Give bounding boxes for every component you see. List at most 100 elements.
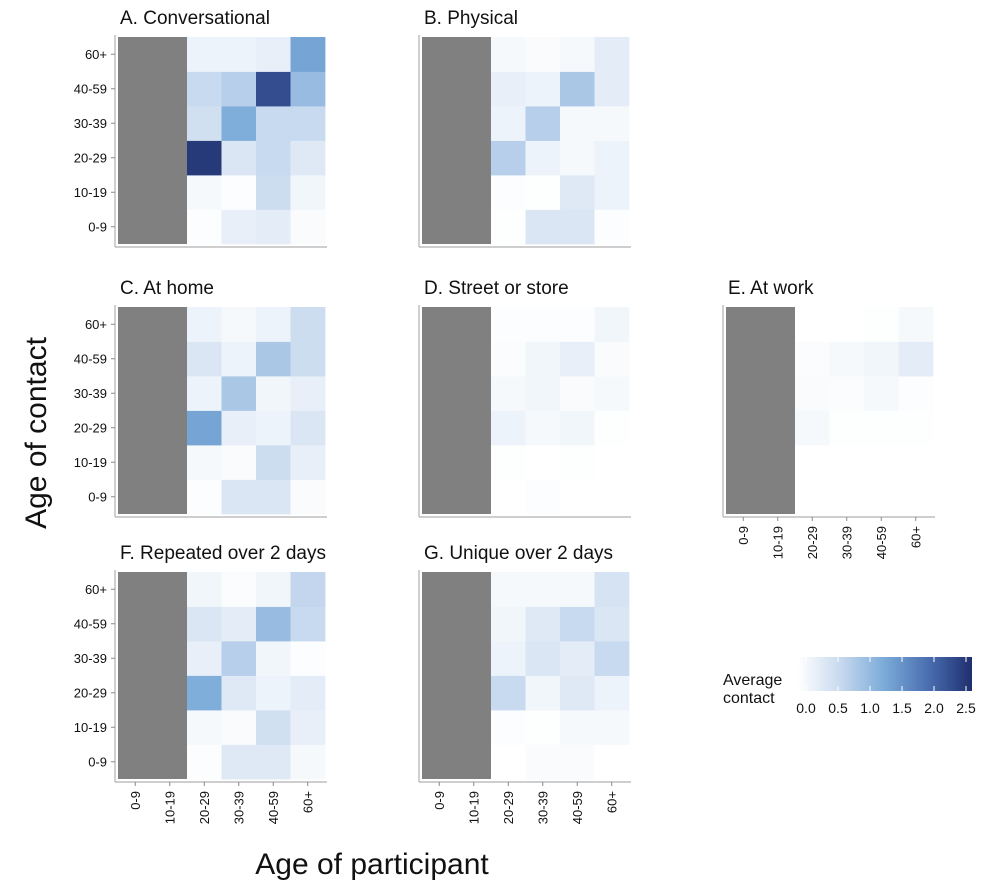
missing-data-block xyxy=(118,307,187,514)
heatmap-cell xyxy=(795,376,830,411)
panel-f: F. Repeated over 2 days 0-9 10-19 20-29 30-3… xyxy=(74,543,327,824)
missing-data-block xyxy=(422,307,491,514)
heatmap-cell xyxy=(560,675,595,711)
heatmap-cell xyxy=(594,641,630,676)
heatmap-cell xyxy=(594,71,630,107)
heatmap-cell xyxy=(256,341,291,377)
heatmap-cell xyxy=(290,209,326,245)
heatmap-cell xyxy=(525,710,561,745)
heatmap-cell xyxy=(187,445,222,480)
heatmap-cell xyxy=(594,307,630,342)
x-tick-label: 20-29 xyxy=(197,791,212,824)
heatmap-cell xyxy=(491,410,526,446)
x-tick-label: 30-39 xyxy=(231,791,246,824)
heatmap-cell xyxy=(491,37,526,72)
heatmap-cell xyxy=(829,376,865,411)
y-tick-label: 30-39 xyxy=(74,386,107,401)
heatmap-cell xyxy=(187,410,222,446)
heatmap-cell xyxy=(594,410,630,446)
x-tick-label: 30-39 xyxy=(535,791,550,824)
heatmap-cell xyxy=(525,307,561,342)
heatmap-cell xyxy=(491,140,526,176)
legend-tick-label: 0.0 xyxy=(796,700,816,716)
heatmap-cell xyxy=(187,572,222,607)
heatmap-cell xyxy=(491,175,526,210)
heatmap-cell xyxy=(491,376,526,411)
y-tick-label: 40-59 xyxy=(74,351,107,366)
heatmap-cell xyxy=(187,641,222,676)
heatmap-cell xyxy=(829,341,865,377)
heatmap-cell xyxy=(829,307,865,342)
y-tick-label: 20-29 xyxy=(74,420,107,435)
heatmap-cell xyxy=(560,140,595,176)
heatmap-cell xyxy=(795,341,830,377)
heatmap-cell xyxy=(594,376,630,411)
heatmap-cell xyxy=(187,479,222,515)
legend-tick-label: 1.0 xyxy=(860,700,880,716)
heatmap-cell xyxy=(187,606,222,642)
panel-c: C. At home 0-9 10-19 20-29 30-39 40-59 60+ xyxy=(74,278,327,518)
heatmap-cell xyxy=(290,37,326,72)
heatmap-cell xyxy=(491,307,526,342)
x-tick-label: 60+ xyxy=(604,791,619,813)
panel-title: B. Physical xyxy=(424,8,518,29)
heatmap-cell xyxy=(256,140,291,176)
legend-colorbar xyxy=(798,657,972,691)
legend-tick-label: 2.5 xyxy=(956,700,976,716)
heatmap-cell xyxy=(898,445,934,480)
panel-title: D. Street or store xyxy=(424,278,569,299)
legend-title-line: Average xyxy=(723,672,782,689)
panel-e: E. At work 0-9 10-19 20-29 30-39 40-59 60+ xyxy=(722,278,935,559)
heatmap-cell xyxy=(864,410,899,446)
heatmap-cell xyxy=(221,479,257,515)
heatmap-cell xyxy=(491,479,526,515)
heatmap-cell xyxy=(594,209,630,245)
heatmap-cell xyxy=(594,175,630,210)
heatmap-cell xyxy=(256,675,291,711)
heatmap-cell xyxy=(290,341,326,377)
heatmap-cell xyxy=(221,175,257,210)
heatmap-cell xyxy=(187,37,222,72)
y-tick-label: 60+ xyxy=(85,47,107,62)
heatmap-cell xyxy=(560,307,595,342)
heatmap-cell xyxy=(290,140,326,176)
heatmap-cell xyxy=(525,175,561,210)
heatmap-cell xyxy=(560,175,595,210)
missing-data-block xyxy=(118,572,187,779)
x-tick-label: 20-29 xyxy=(501,791,516,824)
legend-tick-label: 1.5 xyxy=(892,700,912,716)
heatmap-cell xyxy=(491,71,526,107)
heatmap-cell xyxy=(560,376,595,411)
heatmap-cell xyxy=(594,106,630,141)
heatmap-cell xyxy=(256,307,291,342)
heatmap-cell xyxy=(560,341,595,377)
x-tick-label: 30-39 xyxy=(839,526,854,559)
heatmap-cell xyxy=(525,37,561,72)
heatmap-cell xyxy=(256,37,291,72)
heatmap-cell xyxy=(594,445,630,480)
heatmap-cell xyxy=(525,106,561,141)
heatmap-cell xyxy=(795,410,830,446)
heatmap-cell xyxy=(795,479,830,515)
x-tick-label: 20-29 xyxy=(805,526,820,559)
heatmap-cell xyxy=(795,307,830,342)
heatmap-cell xyxy=(256,410,291,446)
heatmap-cell xyxy=(221,410,257,446)
heatmap-cell xyxy=(221,209,257,245)
heatmap-cell xyxy=(829,410,865,446)
y-tick-label: 10-19 xyxy=(74,455,107,470)
heatmap-cell xyxy=(864,445,899,480)
x-axis-title: Age of participant xyxy=(255,848,489,881)
y-tick-label: 40-59 xyxy=(74,616,107,631)
x-tick-label: 0-9 xyxy=(736,526,751,545)
heatmap-cell xyxy=(525,410,561,446)
y-axis-title: Age of contact xyxy=(20,336,53,528)
heatmap-cell xyxy=(491,341,526,377)
y-tick-label: 30-39 xyxy=(74,651,107,666)
heatmap-cell xyxy=(594,37,630,72)
heatmap-cell xyxy=(256,606,291,642)
x-tick-label: 0-9 xyxy=(432,791,447,810)
y-tick-label: 40-59 xyxy=(74,81,107,96)
heatmap-cell xyxy=(256,209,291,245)
